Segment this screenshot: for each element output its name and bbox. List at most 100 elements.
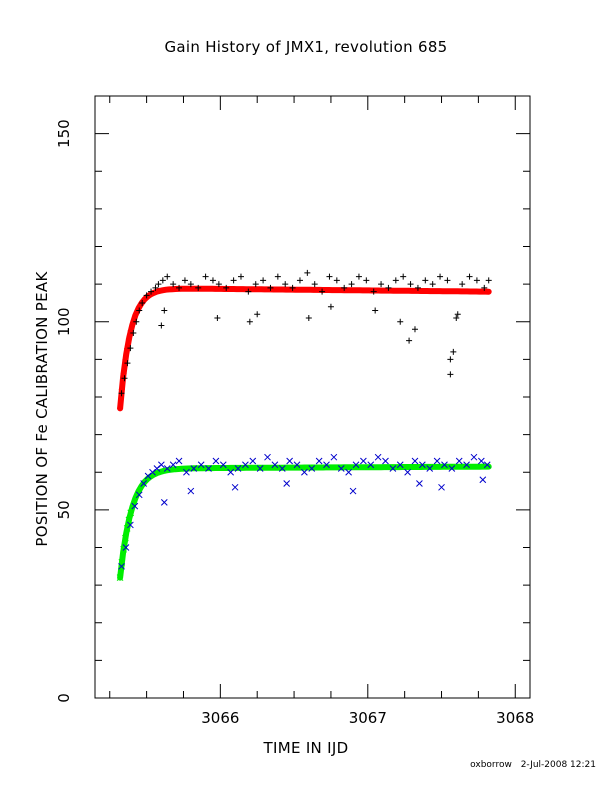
data-point <box>143 292 150 299</box>
data-point <box>426 465 434 472</box>
data-point <box>254 311 261 318</box>
data-point <box>477 457 485 465</box>
data-point <box>148 288 155 295</box>
data-point <box>447 356 454 363</box>
data-point <box>152 284 159 291</box>
data-point <box>245 288 252 295</box>
data-point <box>454 311 461 318</box>
data-point <box>227 468 235 476</box>
data-point <box>397 318 404 325</box>
data-point <box>453 314 460 321</box>
data-point <box>136 307 143 314</box>
data-point <box>293 461 301 469</box>
data-point <box>260 277 267 284</box>
data-point <box>441 461 448 469</box>
data-point <box>176 284 183 291</box>
trend-line <box>117 285 492 412</box>
data-point <box>127 345 134 352</box>
data-point <box>197 461 205 469</box>
data-point <box>118 562 125 570</box>
data-point <box>341 284 348 291</box>
data-point <box>389 465 397 472</box>
data-point <box>170 281 177 288</box>
data-point <box>433 457 441 465</box>
data-point <box>481 284 488 291</box>
data-point <box>483 461 491 469</box>
data-point <box>360 457 367 465</box>
data-point <box>127 521 134 529</box>
trend-marker <box>117 405 124 412</box>
x-tick-label: 3066 <box>201 709 239 727</box>
data-point <box>283 480 291 487</box>
data-point <box>155 281 162 288</box>
data-point <box>407 281 414 288</box>
data-point <box>378 281 385 288</box>
data-point <box>187 281 194 288</box>
axes: 0 50 100 150 3066 3067 3068 <box>55 95 534 727</box>
data-point <box>195 284 202 291</box>
x-axis-label: TIME IN IJD <box>263 739 349 757</box>
y-axis-label: POSITION OF Fe CALIBRATION PEAK <box>33 271 51 547</box>
data-point <box>323 461 330 469</box>
data-point <box>205 465 212 472</box>
data-point <box>372 307 379 314</box>
data-point <box>416 480 423 487</box>
trend-marker <box>125 335 132 342</box>
data-point <box>215 281 222 288</box>
data-point <box>355 273 362 280</box>
data-point <box>382 457 389 465</box>
data-point <box>326 273 333 280</box>
data-point <box>264 453 271 461</box>
footer-date: 2-Jul-2008 12:21 <box>520 760 596 770</box>
data-point <box>466 273 473 280</box>
data-point <box>455 457 463 465</box>
data-point <box>448 465 456 472</box>
footer-author: oxborrow <box>470 760 512 770</box>
data-point <box>308 465 316 472</box>
data-point <box>345 468 352 476</box>
data-point <box>479 476 487 484</box>
data-point <box>164 273 171 280</box>
data-point <box>352 461 360 469</box>
data-point <box>267 284 274 291</box>
data-point <box>392 277 399 284</box>
data-point <box>406 337 413 344</box>
footer-credit: oxborrow 2-Jul-2008 12:21 <box>470 760 596 770</box>
data-point <box>437 273 444 280</box>
data-point <box>305 314 312 321</box>
trend-lines <box>116 285 492 581</box>
data-point <box>135 491 143 499</box>
data-point <box>256 465 264 472</box>
x-tick-label: 3067 <box>349 709 387 727</box>
data-point <box>438 483 445 491</box>
data-point <box>304 269 311 276</box>
data-point <box>311 281 318 288</box>
data-point <box>349 487 357 495</box>
data-point <box>473 277 480 284</box>
data-point <box>139 299 146 306</box>
data-point <box>230 277 237 284</box>
data-point <box>187 487 195 495</box>
data-point <box>444 277 451 284</box>
data-point <box>404 468 411 476</box>
data-point <box>212 457 220 465</box>
data-point <box>419 461 426 469</box>
data-point <box>296 277 303 284</box>
data-point <box>459 281 466 288</box>
data-point <box>130 330 137 337</box>
trend-marker <box>120 370 127 377</box>
data-point <box>447 371 454 378</box>
data-point <box>301 468 308 476</box>
data-point <box>327 303 334 310</box>
data-point <box>271 461 279 469</box>
data-point <box>158 322 165 329</box>
data-point <box>121 375 128 382</box>
data-point <box>367 461 375 469</box>
data-point <box>463 461 470 469</box>
data-point <box>370 288 377 295</box>
data-point <box>429 281 436 288</box>
data-point <box>159 277 166 284</box>
trend-marker <box>125 516 133 524</box>
trend-marker <box>116 574 124 581</box>
